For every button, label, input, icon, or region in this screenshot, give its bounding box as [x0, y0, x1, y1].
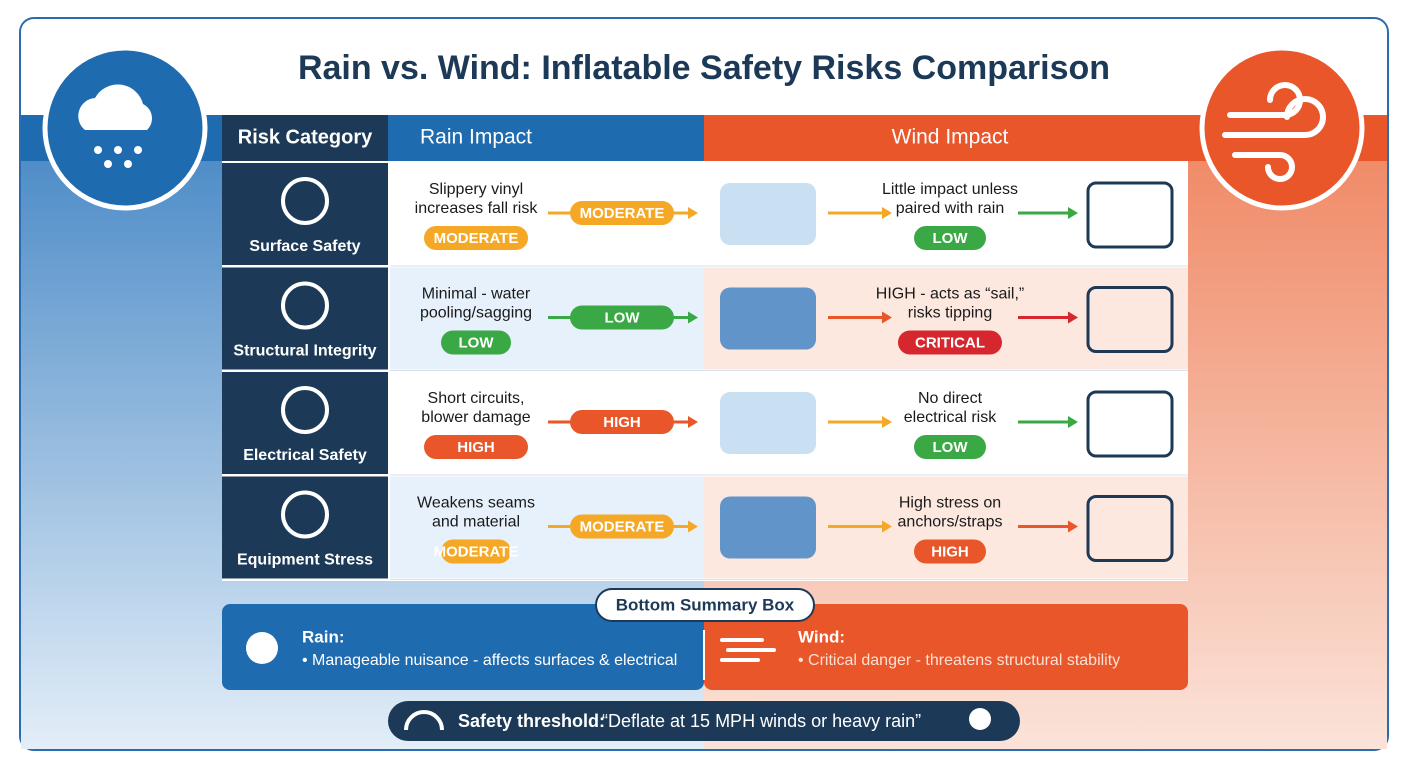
- arrow-head: [882, 520, 892, 533]
- wind-level: [914, 539, 986, 564]
- arrow-head: [1068, 520, 1078, 533]
- summary-wind-text: • Critical danger - threatens structural…: [798, 652, 1120, 669]
- threshold-label: Safety threshold:: [458, 711, 605, 731]
- category: Electrical Safety: [243, 447, 367, 464]
- category-icon: [281, 281, 329, 330]
- category-icon: [281, 177, 329, 225]
- column-header: Wind Impact: [892, 126, 1009, 149]
- rain-text: blower damage: [421, 409, 531, 426]
- rain-level-text: HIGH: [457, 439, 495, 456]
- arrow-head: [1068, 311, 1078, 324]
- summary-rain: [222, 604, 704, 690]
- arrow-head: [688, 207, 698, 219]
- summary-wind-icon: [720, 638, 776, 662]
- rain-level: [424, 226, 528, 250]
- wind-text: No direct: [918, 390, 983, 407]
- category: Surface Safety: [249, 238, 360, 255]
- arrow-head: [882, 311, 892, 324]
- wind-illustration: [1086, 495, 1174, 562]
- rain-text: Minimal - water: [422, 286, 531, 303]
- cloud: [78, 84, 152, 130]
- wind-level: [898, 330, 1002, 355]
- wind-text: High stress on: [899, 495, 1001, 512]
- drops: [94, 146, 142, 168]
- arrow-head: [688, 416, 698, 428]
- threshold-pill: [388, 701, 1020, 741]
- rain-arrow-label-text: HIGH: [603, 414, 641, 431]
- summary-wind-title: Wind:: [798, 627, 845, 646]
- wind-text: paired with rain: [896, 200, 1005, 217]
- rain-arrow-label-text: LOW: [605, 309, 641, 326]
- category-icon: [281, 490, 329, 539]
- arrow-head: [882, 416, 892, 428]
- summary-rain-title: Rain:: [302, 627, 345, 646]
- category-icon: [281, 386, 329, 434]
- wind-level: [914, 226, 986, 250]
- rain-text: pooling/sagging: [420, 305, 532, 322]
- wind-level-text: LOW: [933, 439, 969, 456]
- rain-illustration: [720, 496, 816, 559]
- rain-illustration: [720, 183, 816, 245]
- arrow-head: [688, 520, 698, 533]
- rain-text: increases fall risk: [415, 200, 539, 217]
- wind-text: anchors/straps: [898, 514, 1003, 531]
- arrow-head: [882, 207, 892, 219]
- summary-label: Bottom Summary Box: [616, 595, 795, 614]
- rain-arrow-label: [570, 305, 674, 330]
- wind-illustration: [1086, 181, 1174, 249]
- wind-level-text: HIGH: [931, 543, 969, 560]
- threshold-text: “Deflate at 15 MPH winds or heavy rain”: [602, 711, 921, 731]
- wind-icon: [1199, 45, 1365, 211]
- summary-rain-icon: [246, 632, 278, 664]
- summary-wind: [704, 604, 1188, 690]
- summary-label-pill: [595, 588, 815, 622]
- rain-text: Slippery vinyl: [429, 181, 523, 198]
- wind-level-text: CRITICAL: [915, 334, 985, 351]
- wind-illustration: [1086, 390, 1174, 458]
- category: Equipment Stress: [237, 552, 373, 569]
- rain-arrow-label: [570, 201, 674, 225]
- rain-level: [441, 539, 511, 564]
- rain-level-text: MODERATE: [434, 543, 519, 560]
- rain-arrow-label: [570, 410, 674, 434]
- rain-level: [424, 435, 528, 459]
- gauge-icon: [404, 710, 444, 731]
- wind-level-text: LOW: [933, 230, 969, 247]
- wind-text: Little impact unless: [882, 181, 1018, 198]
- arrow-head: [688, 311, 698, 324]
- rain-arrow-label-text: MODERATE: [580, 518, 665, 535]
- rain-level: [441, 330, 511, 355]
- category-header: [222, 115, 388, 161]
- rain-illustration: [720, 287, 816, 350]
- summary-rain-text: • Manageable nuisance - affects surfaces…: [302, 652, 677, 669]
- rain-text: Short circuits,: [428, 390, 525, 407]
- rain-arrow-label-text: MODERATE: [580, 205, 665, 222]
- column-header: Rain Impact: [420, 126, 532, 149]
- rain-level-text: LOW: [459, 334, 495, 351]
- rain-text: Weakens seams: [417, 495, 535, 512]
- column-header: Risk Category: [238, 126, 373, 148]
- rain-level-text: MODERATE: [434, 230, 519, 247]
- title: Rain vs. Wind: Inflatable Safety Risks C…: [298, 49, 1110, 87]
- category: Structural Integrity: [233, 343, 376, 360]
- wind-lines: [1222, 82, 1326, 182]
- threshold-rain-icon: [969, 708, 991, 730]
- wind-text: electrical risk: [904, 409, 997, 426]
- wind-illustration: [1086, 286, 1174, 353]
- arrow-head: [1068, 416, 1078, 428]
- rain-text: and material: [432, 514, 520, 531]
- wind-text: HIGH - acts as “sail,”: [876, 286, 1024, 303]
- wind-level: [914, 435, 986, 459]
- arrow-head: [1068, 207, 1078, 219]
- wind-text: risks tipping: [908, 305, 992, 322]
- rain-arrow-label: [570, 514, 674, 539]
- rain-illustration: [720, 392, 816, 454]
